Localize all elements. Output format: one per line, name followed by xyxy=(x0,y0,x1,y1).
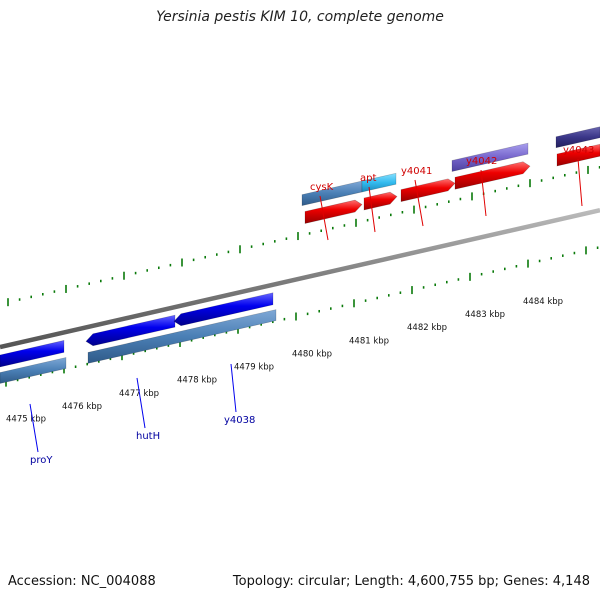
leader-line xyxy=(368,186,376,233)
gene-label-y4038: y4038 xyxy=(224,415,255,426)
gene-arrow-proY[interactable] xyxy=(0,340,65,368)
gene-arrow-y4038[interactable] xyxy=(173,292,274,327)
gene-label-y4042: y4042 xyxy=(466,156,497,167)
cds-bar-y4043[interactable] xyxy=(555,126,600,149)
gene-label-proY: proY xyxy=(30,455,53,466)
scale-label: 4478 kbp xyxy=(177,376,217,386)
cds-bar-proY[interactable] xyxy=(0,357,67,384)
map-title: Yersinia pestis KIM 10, complete genome xyxy=(156,9,444,25)
gene-arrow-apt[interactable] xyxy=(363,191,398,211)
scale-label: 4484 kbp xyxy=(523,297,563,307)
cds-bar-y4042[interactable] xyxy=(451,142,529,172)
gene-label-hutH: hutH xyxy=(136,431,160,442)
leader-line xyxy=(414,179,424,227)
gene-arrow-hutH[interactable] xyxy=(85,314,176,347)
gene-label-apt: apt xyxy=(360,173,376,184)
genome-stats-text: Topology: circular; Length: 4,600,755 bp… xyxy=(232,574,590,589)
scale-label: 4481 kbp xyxy=(349,336,389,346)
outer-tick-track xyxy=(7,165,600,307)
scale-label: 4479 kbp xyxy=(234,363,274,373)
scale-label: 4475 kbp xyxy=(6,415,46,425)
leader-line xyxy=(577,158,583,207)
gene-labels: cysK apt y4041 y4042 y4043 proY hutH y4038 xyxy=(29,145,594,466)
scale-label: 4482 kbp xyxy=(407,323,447,333)
genome-backbone xyxy=(0,208,600,350)
scale-label: 4476 kbp xyxy=(62,402,102,412)
leader-line xyxy=(480,169,487,217)
gene-label-cysK: cysK xyxy=(310,182,334,193)
leader-line xyxy=(29,403,39,453)
backbone-line xyxy=(0,208,600,350)
leader-line xyxy=(230,363,237,413)
scale-label: 4483 kbp xyxy=(465,310,505,320)
cds-bar-apt[interactable] xyxy=(361,172,397,193)
gene-arrow-y4043[interactable] xyxy=(556,143,600,167)
scale-label: 4480 kbp xyxy=(292,349,332,359)
inner-tick-track xyxy=(5,246,599,387)
leader-line xyxy=(136,377,146,429)
gene-label-y4041: y4041 xyxy=(401,166,432,177)
gene-arrow-y4041[interactable] xyxy=(400,178,456,202)
gene-arrow-cysK[interactable] xyxy=(304,199,363,224)
accession-text: Accession: NC_004088 xyxy=(8,574,156,589)
scale-labels: 4475 kbp 4476 kbp 4477 kbp 4478 kbp 4479 kbp… xyxy=(6,297,563,425)
cds-bar-hutH[interactable] xyxy=(87,309,277,364)
leader-line xyxy=(319,195,329,241)
scale-label: 4477 kbp xyxy=(119,389,159,399)
feature-tracks[interactable] xyxy=(0,126,600,384)
gene-arrow-y4042[interactable] xyxy=(454,161,531,190)
gene-label-y4043: y4043 xyxy=(563,145,594,156)
